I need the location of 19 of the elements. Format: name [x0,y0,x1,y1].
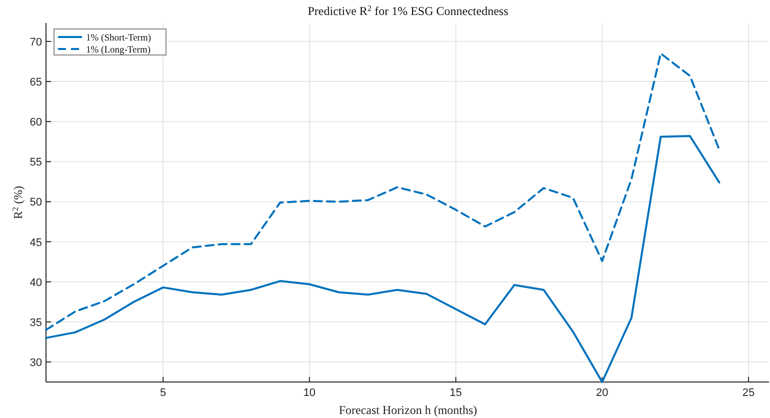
x-tick-label: 10 [303,387,316,399]
y-tick-label: 70 [30,36,42,48]
y-tick-label: 40 [30,276,42,289]
legend-label: 1% (Long-Term) [86,46,150,56]
line-series [45,134,720,383]
x-tick-label: 15 [450,387,462,399]
y-tick-label: 65 [30,76,42,88]
x-tick-label: 20 [596,387,608,399]
legend-label: 1% (Short-Term) [86,34,152,44]
y-tick-label: 30 [30,356,42,369]
x-tick-label: 5 [160,387,166,399]
y-tick-label: 50 [30,196,42,209]
x-tick-label: 25 [742,387,755,399]
y-tick-label: 45 [30,236,42,249]
chart-title: Predictive R$^{2}$ for 1% ESG Connectedness [308,4,509,18]
y-tick-label: 35 [30,316,42,329]
y-tick-label: 60 [30,116,42,129]
x-axis-title: Forecast Horizon h (months) [338,403,478,417]
y-tick-label: 55 [30,156,42,169]
